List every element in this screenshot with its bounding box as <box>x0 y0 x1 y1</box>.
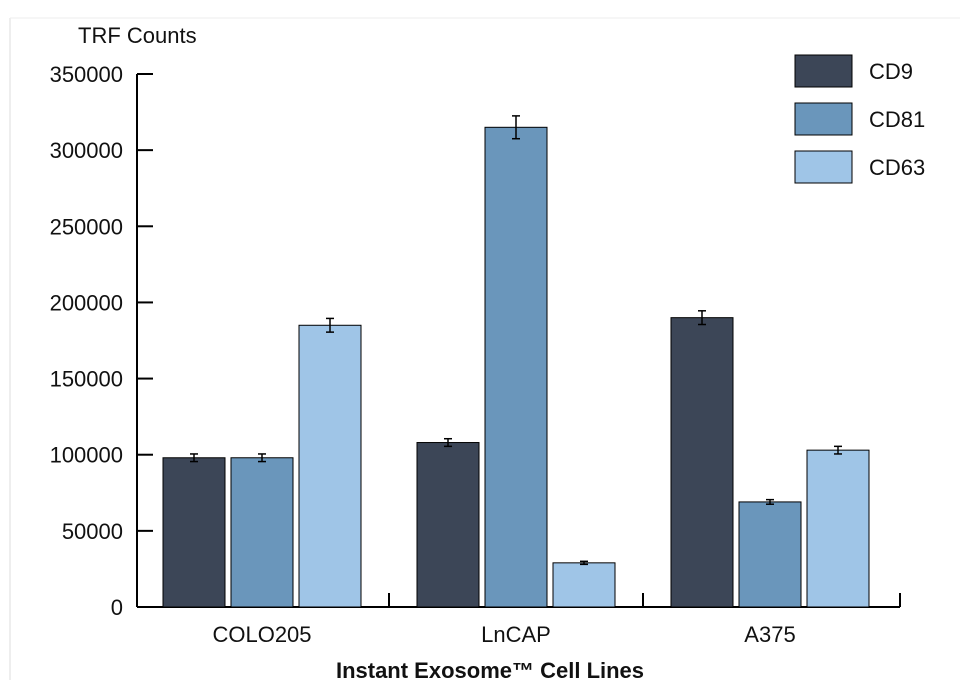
y-tick-label: 250000 <box>50 214 123 239</box>
legend: CD9 CD81 CD63 <box>794 54 925 184</box>
bar-cd63-lncap <box>552 562 616 608</box>
bar-cd81-a375 <box>738 501 802 608</box>
y-axis: 0 50000 100000 150000 200000 250000 300000 3500… <box>50 62 153 620</box>
category-label: COLO205 <box>212 622 311 647</box>
bars <box>162 115 870 608</box>
bar-cd9-a375 <box>670 317 734 608</box>
y-tick-label: 0 <box>111 595 123 620</box>
bar-cd9-lncap <box>416 442 480 608</box>
y-tick-label: 200000 <box>50 290 123 315</box>
y-tick-label: 300000 <box>50 138 123 163</box>
bar-cd9-colo205 <box>162 457 226 608</box>
y-tick-label: 350000 <box>50 62 123 87</box>
y-axis-title: TRF Counts <box>78 23 197 48</box>
legend-swatch-cd63 <box>794 150 853 184</box>
y-tick-label: 150000 <box>50 367 123 392</box>
y-tick-label: 100000 <box>50 443 123 468</box>
legend-label-cd9: CD9 <box>869 59 913 84</box>
legend-label-cd81: CD81 <box>869 107 925 132</box>
legend-label-cd63: CD63 <box>869 155 925 180</box>
y-tick-label: 50000 <box>62 519 123 544</box>
bar-cd81-colo205 <box>230 457 294 608</box>
category-label: LnCAP <box>481 622 551 647</box>
category-label: A375 <box>744 622 795 647</box>
x-axis-title: Instant Exosome™ Cell Lines <box>336 658 644 680</box>
bar-cd81-lncap <box>484 126 548 608</box>
bar-cd63-a375 <box>806 449 870 608</box>
legend-swatch-cd81 <box>794 102 853 136</box>
bar-cd63-colo205 <box>298 324 362 608</box>
legend-swatch-cd9 <box>794 54 853 88</box>
